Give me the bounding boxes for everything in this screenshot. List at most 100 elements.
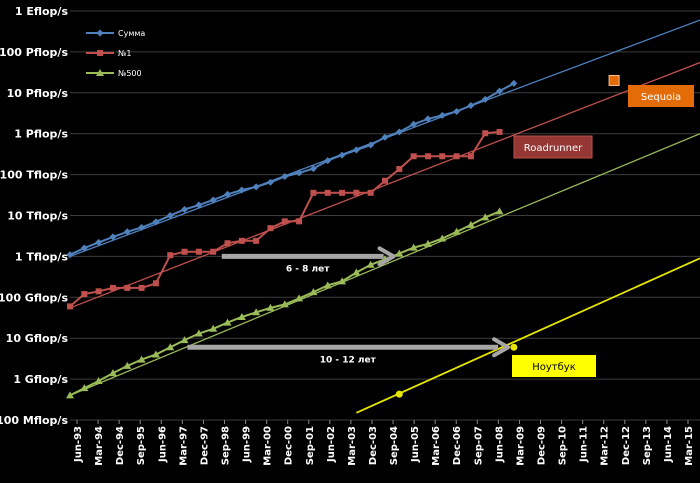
data-point-no1 (424, 153, 431, 160)
sequoia-label: Sequoia (641, 92, 681, 103)
data-point-no1 (238, 237, 245, 244)
data-point-no500 (309, 288, 318, 296)
sequoia-badge (628, 85, 694, 107)
x-tick-label: Sep-95 (136, 426, 147, 465)
data-point-sum (453, 107, 461, 115)
x-tick-label: Jun-93 (73, 426, 84, 463)
data-point-no500 (266, 303, 275, 311)
x-tick-label: Dec-00 (284, 426, 295, 465)
sequoia-marker (608, 74, 620, 86)
x-tick-label: Sep-01 (305, 426, 316, 465)
legend-marker (96, 29, 104, 37)
x-tick-label: Dec-06 (452, 426, 463, 465)
data-point-no1 (324, 189, 331, 196)
series-line-sum (69, 82, 515, 256)
legend: Сумма №1 №500 (86, 29, 145, 78)
y-tick-label: 100 Mflop/s (0, 414, 68, 427)
legend-label: №500 (118, 69, 142, 78)
data-point-no1 (410, 153, 417, 160)
data-point-sum (138, 223, 146, 231)
data-point-no1 (109, 284, 116, 291)
data-point-sum (238, 186, 246, 194)
data-point-no1 (67, 303, 73, 310)
data-point-no1 (382, 177, 388, 184)
data-point-sum (381, 133, 389, 141)
data-point-no1 (152, 280, 159, 287)
data-point-sum (224, 190, 231, 198)
data-point-no1 (224, 240, 231, 247)
gap-label-1: 6 - 8 лет (286, 264, 330, 274)
y-tick-label: 10 Tflop/s (7, 210, 68, 223)
callouts: Sequoia Roadrunner Ноутбук (512, 74, 694, 377)
data-point-no1 (267, 225, 274, 232)
data-point-no1 (210, 248, 217, 255)
data-point-no500 (180, 336, 189, 344)
data-point-no1 (253, 237, 260, 244)
data-point-no1 (124, 284, 131, 291)
series-lines (66, 79, 518, 399)
data-point-sum (152, 218, 160, 226)
x-tick-label: Mar-15 (684, 426, 695, 466)
x-tick-label: Jun-99 (242, 426, 253, 463)
data-point-no500 (481, 213, 490, 221)
data-point-no1 (138, 284, 145, 291)
x-tick-label: Jun-11 (579, 426, 590, 463)
data-point-no1 (81, 291, 88, 298)
y-tick-label: 100 Gflop/s (0, 291, 68, 304)
data-point-sum (338, 151, 346, 159)
data-point-no500 (338, 277, 347, 285)
x-tick-label: Mar-09 (515, 426, 526, 466)
legend-label: №1 (118, 49, 131, 58)
data-point-no500 (280, 300, 289, 308)
x-tick-label: Jun-02 (326, 426, 337, 463)
trend-line-no1 (69, 61, 700, 309)
x-tick-label: Sep-07 (473, 426, 484, 465)
x-tick-label: Jun-05 (410, 426, 421, 463)
x-tick-label: Sep-10 (558, 426, 569, 465)
y-tick-label: 1 Eflop/s (15, 5, 69, 18)
data-point-sum (209, 196, 217, 204)
data-point-no1 (367, 189, 374, 196)
data-point-sum (66, 251, 74, 259)
data-point-no500 (409, 243, 418, 251)
grid (70, 10, 700, 421)
data-point-no500 (295, 294, 304, 302)
data-point-no1 (339, 189, 346, 196)
gap-arrow-head-1 (377, 246, 396, 267)
data-point-no500 (108, 369, 117, 377)
data-point-no1 (453, 153, 460, 160)
data-point-no500 (137, 355, 146, 363)
data-point-laptop (510, 343, 518, 351)
data-point-no1 (310, 189, 317, 196)
data-point-no500 (366, 260, 375, 268)
data-point-no500 (438, 234, 447, 242)
trend-line-laptop (355, 257, 700, 414)
data-point-no1 (181, 248, 188, 255)
data-point-no500 (252, 308, 261, 316)
data-point-sum (481, 95, 489, 103)
data-point-sum (424, 115, 432, 123)
x-tick-label: Dec-12 (621, 426, 632, 465)
data-point-sum (395, 128, 403, 136)
x-tick-label: Dec-94 (115, 426, 126, 465)
data-point-no1 (195, 248, 202, 255)
x-tick-label: Mar-97 (178, 426, 189, 466)
data-point-no500 (395, 249, 404, 257)
trend-lines (69, 19, 700, 414)
data-point-no500 (151, 350, 160, 358)
x-tick-label: Sep-13 (642, 426, 653, 465)
data-point-no1 (396, 166, 403, 173)
legend-marker (97, 50, 103, 56)
y-tick-label: 10 Pflop/s (7, 87, 69, 100)
y-tick-label: 10 Gflop/s (6, 332, 69, 345)
data-point-no1 (496, 128, 503, 135)
data-point-sum (166, 212, 174, 219)
x-tick-label: Sep-98 (220, 426, 231, 465)
data-point-sum (438, 111, 446, 119)
data-point-no500 (194, 329, 203, 337)
x-tick-label: Dec-03 (368, 426, 379, 465)
x-tick-label: Mar-00 (263, 426, 274, 466)
data-point-sum (295, 169, 303, 177)
data-point-no1 (167, 252, 174, 259)
